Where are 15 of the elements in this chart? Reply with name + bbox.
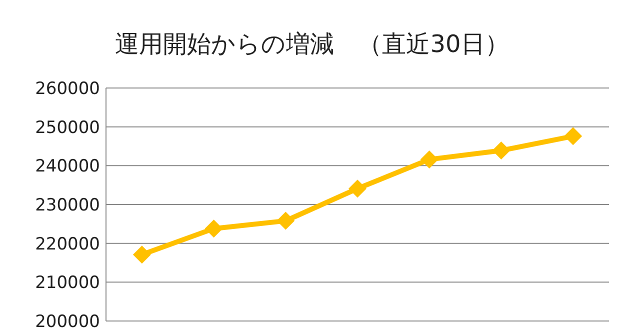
chart-title: 運用開始からの増減 （直近30日）: [115, 30, 509, 58]
point: [204, 220, 223, 238]
y-tick-label: 230000: [35, 195, 100, 216]
y-tick-label: 200000: [35, 312, 100, 332]
point: [276, 212, 295, 230]
y-tick-label: 260000: [35, 78, 100, 99]
y-tick-label: 220000: [35, 234, 100, 254]
point: [348, 180, 366, 198]
point: [564, 127, 582, 146]
point: [132, 246, 151, 264]
point: [492, 142, 510, 160]
point: [420, 150, 438, 168]
y-tick-label: 250000: [35, 118, 100, 138]
y-tick-label: 240000: [35, 156, 100, 177]
y-tick-label: 210000: [35, 273, 100, 294]
